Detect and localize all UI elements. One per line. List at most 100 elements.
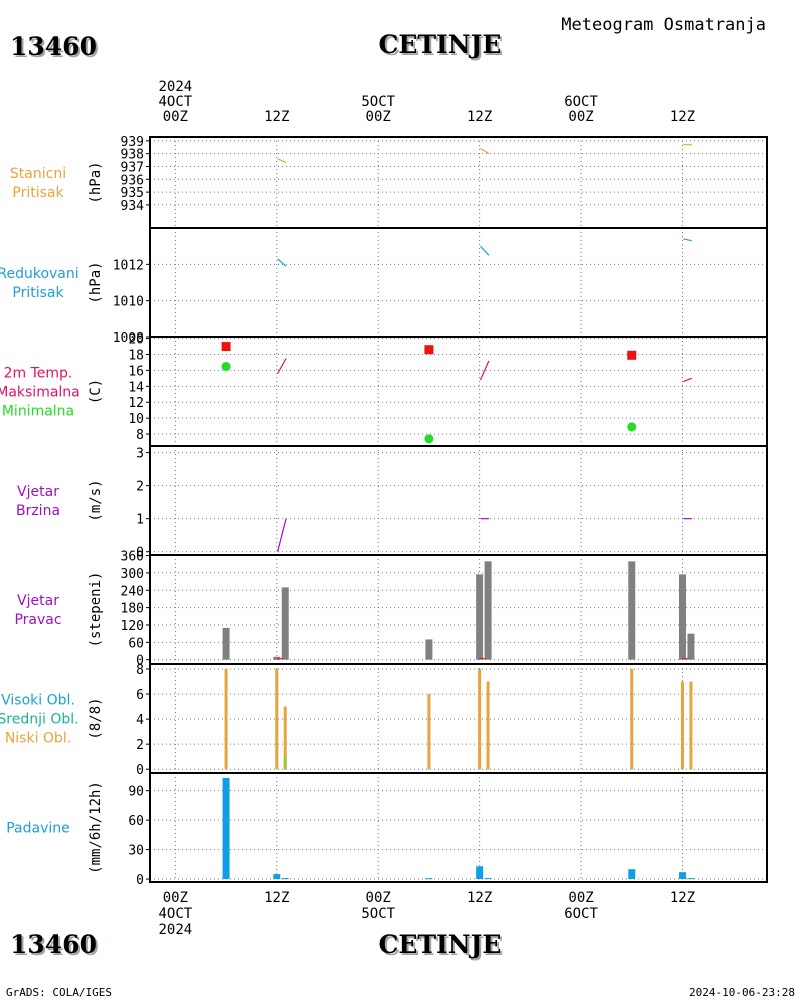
panel-name-label: Padavine <box>6 821 70 837</box>
y-tick-label: 8 <box>136 428 144 443</box>
bar <box>687 878 695 880</box>
bar <box>476 866 484 880</box>
panel-name-label: Visoki Obl. <box>1 693 75 709</box>
bar <box>425 639 433 660</box>
panel-name-label: Vjetar <box>17 484 59 500</box>
panel-name-label: Brzina <box>16 503 60 519</box>
station-name-shadow: CETINJE <box>381 32 504 61</box>
series-line <box>277 158 287 164</box>
y-tick-label: 18 <box>128 349 144 364</box>
panel-unit-label: (hPa) <box>88 161 104 203</box>
time-tick-label-bottom: 12Z <box>670 890 695 906</box>
bar <box>222 627 230 660</box>
low-cloud-bar <box>486 681 490 770</box>
time-tick-label-top: 00Z <box>366 109 391 125</box>
time-tick-label-bottom: 12Z <box>467 890 492 906</box>
time-tick-label-bottom: 00Z <box>163 890 188 906</box>
y-tick-label: 4 <box>136 713 144 728</box>
bar <box>687 633 695 660</box>
series-line <box>683 238 692 242</box>
min-temp-marker <box>221 361 231 371</box>
series-line <box>480 148 490 155</box>
time-tick-label-top: 4OCT <box>158 94 192 110</box>
station-id-top: 13460 <box>10 32 97 61</box>
panel-name-label: Maksimalna <box>0 385 80 401</box>
max-temp-marker <box>627 350 637 360</box>
bar <box>281 587 289 660</box>
panel-frame <box>149 663 768 774</box>
panel-name-label: 2m Temp. <box>4 366 73 382</box>
y-tick-label: 180 <box>121 602 144 617</box>
y-tick-label: 936 <box>121 173 144 188</box>
panel-name-label: Minimalna <box>2 404 74 420</box>
bar <box>628 869 636 880</box>
low-cloud-bar <box>680 681 684 770</box>
mid-cloud-bar <box>283 756 287 770</box>
panel-frame <box>149 445 768 556</box>
time-tick-label-bottom: 2024 <box>158 922 192 938</box>
time-tick-label-top: 5OCT <box>361 94 395 110</box>
time-tick-label-top: 12Z <box>467 109 492 125</box>
panel-frame <box>149 772 768 883</box>
panel-frame <box>149 136 768 229</box>
low-cloud-bar <box>275 669 279 770</box>
y-tick-label: 120 <box>121 619 144 634</box>
panel-name-label: Niski Obl. <box>5 731 71 747</box>
y-tick-label: 3 <box>136 447 144 462</box>
station-id-bottom-shadow: 13460 <box>12 932 99 961</box>
y-tick-label: 934 <box>121 199 145 214</box>
min-temp-marker <box>627 422 637 432</box>
y-tick-label: 60 <box>128 636 144 651</box>
y-tick-label: 90 <box>128 785 144 800</box>
time-tick-label-bottom: 00Z <box>568 890 593 906</box>
y-tick-label: 0 <box>136 873 144 888</box>
series-line <box>479 360 490 381</box>
series-line <box>683 377 692 383</box>
y-tick-label: 20 <box>128 333 144 348</box>
grads-credit: GrADS: COLA/IGES <box>6 986 112 999</box>
time-tick-label-top: 12Z <box>264 109 289 125</box>
panel-frame <box>149 554 768 665</box>
y-tick-label: 1 <box>136 513 144 528</box>
y-tick-label: 939 <box>121 135 144 150</box>
y-tick-label: 60 <box>128 814 144 829</box>
y-tick-label: 0 <box>136 546 144 561</box>
time-tick-label-top: 00Z <box>568 109 593 125</box>
station-name-bottom-shadow: CETINJE <box>381 932 504 961</box>
y-tick-label: 1008 <box>113 331 144 346</box>
y-tick-label: 10 <box>128 412 144 427</box>
panel-unit-label: (mm/6h/12h) <box>88 781 104 874</box>
static-text: 13460 13460 CETINJE CETINJE Meteogram Os… <box>6 15 795 999</box>
y-tick-label: 300 <box>121 567 144 582</box>
y-tick-label: 240 <box>121 584 144 599</box>
y-tick-label: 937 <box>121 160 144 175</box>
low-cloud-bar <box>478 669 482 770</box>
time-tick-label-top: 6OCT <box>564 94 598 110</box>
y-tick-label: 8 <box>136 663 144 678</box>
station-id-shadow: 13460 <box>12 34 99 63</box>
bar <box>425 878 433 880</box>
generated-timestamp: 2024-10-06-23:28 <box>689 986 795 999</box>
bar <box>678 574 686 660</box>
y-tick-label: 1010 <box>113 295 144 310</box>
y-tick-label: 2 <box>136 480 144 495</box>
bar <box>273 874 281 880</box>
bar <box>628 561 636 660</box>
panel-name-label: Redukovani <box>0 266 79 282</box>
y-tick-label: 6 <box>136 688 144 703</box>
y-tick-label: 14 <box>128 380 144 395</box>
low-cloud-bar <box>689 681 693 770</box>
panel-unit-label: (hPa) <box>88 261 104 303</box>
bar <box>484 878 492 880</box>
time-tick-label-top: 12Z <box>670 109 695 125</box>
plot-area: 20244OCT00Z00Z4OCT202412Z12Z5OCT00Z00Z5O… <box>0 79 768 938</box>
time-tick-label-bottom: 6OCT <box>564 906 598 922</box>
station-id-bottom: 13460 <box>10 930 97 959</box>
time-tick-label-bottom: 4OCT <box>158 906 192 922</box>
panel-unit-label: (stepeni) <box>88 572 104 648</box>
panel-frame <box>149 336 768 447</box>
low-cloud-bar <box>283 706 287 770</box>
y-tick-label: 935 <box>121 186 144 201</box>
y-tick-label: 0 <box>136 763 144 778</box>
